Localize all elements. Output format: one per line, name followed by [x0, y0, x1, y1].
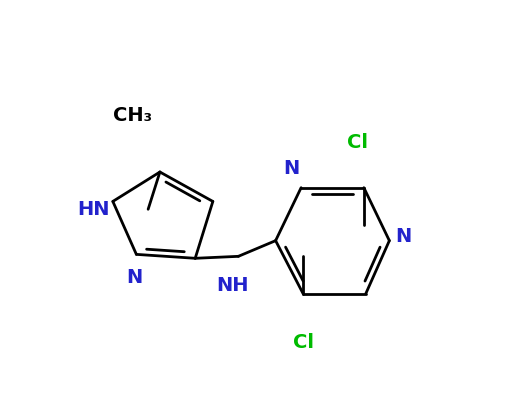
Text: HN: HN	[77, 200, 110, 219]
Text: Cl: Cl	[292, 333, 313, 352]
Text: N: N	[126, 269, 142, 288]
Text: N: N	[283, 158, 300, 178]
Text: N: N	[395, 227, 411, 246]
Text: Cl: Cl	[348, 133, 369, 152]
Text: NH: NH	[216, 276, 249, 295]
Text: CH₃: CH₃	[113, 105, 152, 125]
